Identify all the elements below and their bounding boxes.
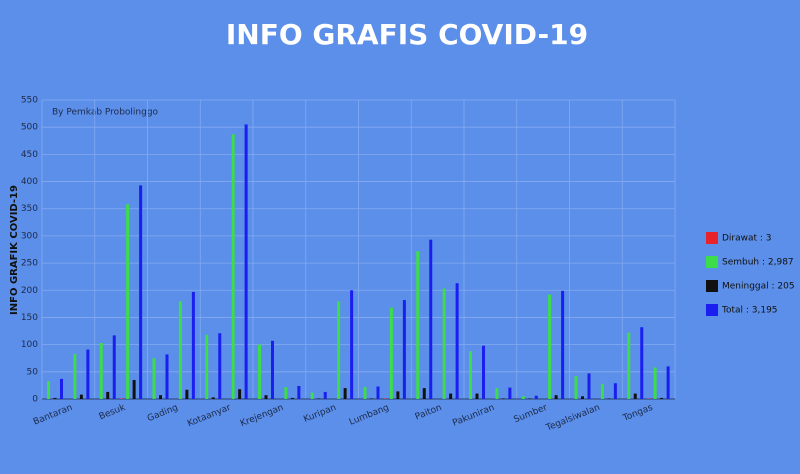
bar (337, 301, 341, 399)
bar (455, 283, 459, 399)
bar (508, 387, 512, 399)
bar (205, 334, 209, 399)
bar (317, 398, 321, 399)
bar (79, 394, 83, 399)
y-tick-label: 50 (27, 367, 39, 377)
bar (482, 345, 485, 399)
bar (284, 387, 288, 399)
legend-swatch (706, 232, 718, 244)
bar (600, 383, 604, 399)
y-tick-label: 550 (21, 96, 38, 106)
bar (376, 386, 380, 399)
bar (607, 398, 611, 399)
bar (396, 391, 400, 399)
bar (666, 366, 670, 399)
bar (132, 379, 136, 399)
bar (323, 391, 327, 399)
bar (370, 398, 373, 399)
legend-swatch (706, 280, 718, 292)
bar (660, 397, 664, 399)
bar (633, 393, 637, 399)
bar (548, 294, 552, 399)
bar (528, 398, 532, 399)
bar (647, 398, 651, 399)
bar (343, 388, 347, 399)
bar (389, 307, 393, 399)
bar (99, 343, 103, 399)
bar (521, 396, 525, 399)
bar (554, 395, 558, 399)
bar (271, 340, 274, 399)
y-tick-label: 350 (21, 204, 38, 214)
bar (640, 327, 644, 399)
legend-swatch (706, 256, 718, 268)
bar (139, 185, 143, 399)
bar (350, 290, 354, 399)
bar (211, 397, 215, 399)
bar (290, 397, 294, 399)
bar (383, 398, 387, 399)
bar (120, 398, 124, 399)
bar (126, 204, 130, 399)
bar (218, 333, 222, 399)
bar (73, 353, 77, 399)
bar (475, 393, 479, 399)
y-tick-label: 100 (21, 340, 38, 350)
bar (581, 396, 584, 399)
y-tick-label: 200 (21, 286, 38, 296)
bar (469, 351, 472, 399)
bar (402, 300, 406, 399)
bar (159, 395, 162, 399)
y-tick-label: 500 (21, 123, 38, 133)
bar (627, 332, 631, 399)
bar (86, 349, 90, 399)
bar (231, 134, 235, 399)
y-tick-label: 300 (21, 231, 38, 241)
bar (495, 388, 499, 399)
chart-title: INFO GRAFIS COVID-19 (226, 18, 588, 51)
bar (185, 389, 189, 399)
legend-swatch (706, 304, 718, 316)
bar (442, 288, 446, 399)
bar (501, 398, 505, 399)
bar (297, 385, 301, 399)
bar (416, 251, 420, 399)
chart-subtitle: By Pemkab Probolinggo (52, 108, 159, 118)
legend-label: Dirawat : 3 (722, 234, 772, 244)
bar (238, 389, 242, 399)
bar (47, 381, 50, 399)
bar (191, 291, 195, 399)
legend-label: Total : 3,195 (721, 306, 778, 316)
y-tick-label: 450 (21, 150, 38, 160)
bar (264, 395, 268, 399)
bar (165, 354, 169, 399)
legend-label: Sembuh : 2,987 (722, 258, 794, 268)
bar (587, 373, 591, 399)
bar (244, 124, 248, 400)
bar (429, 239, 433, 399)
y-tick-label: 250 (21, 259, 38, 269)
bar (363, 387, 367, 399)
bar (310, 392, 314, 399)
bar (534, 395, 538, 399)
bar (449, 393, 453, 399)
bar (422, 388, 426, 399)
bar (561, 290, 565, 399)
bar (53, 397, 57, 399)
legend-label: Meninggal : 205 (722, 282, 795, 292)
bar (152, 358, 156, 399)
bar (613, 383, 617, 399)
bar (112, 335, 116, 399)
bar (178, 301, 182, 399)
bar (106, 391, 110, 399)
y-axis-label: INFO GRAFIK COVID-19 (9, 185, 20, 315)
bar (60, 378, 63, 399)
bar (653, 367, 657, 399)
y-tick-label: 400 (21, 177, 38, 187)
y-tick-label: 150 (21, 313, 38, 323)
bar (574, 376, 578, 399)
bar (258, 344, 261, 399)
y-tick-label: 0 (32, 395, 38, 405)
